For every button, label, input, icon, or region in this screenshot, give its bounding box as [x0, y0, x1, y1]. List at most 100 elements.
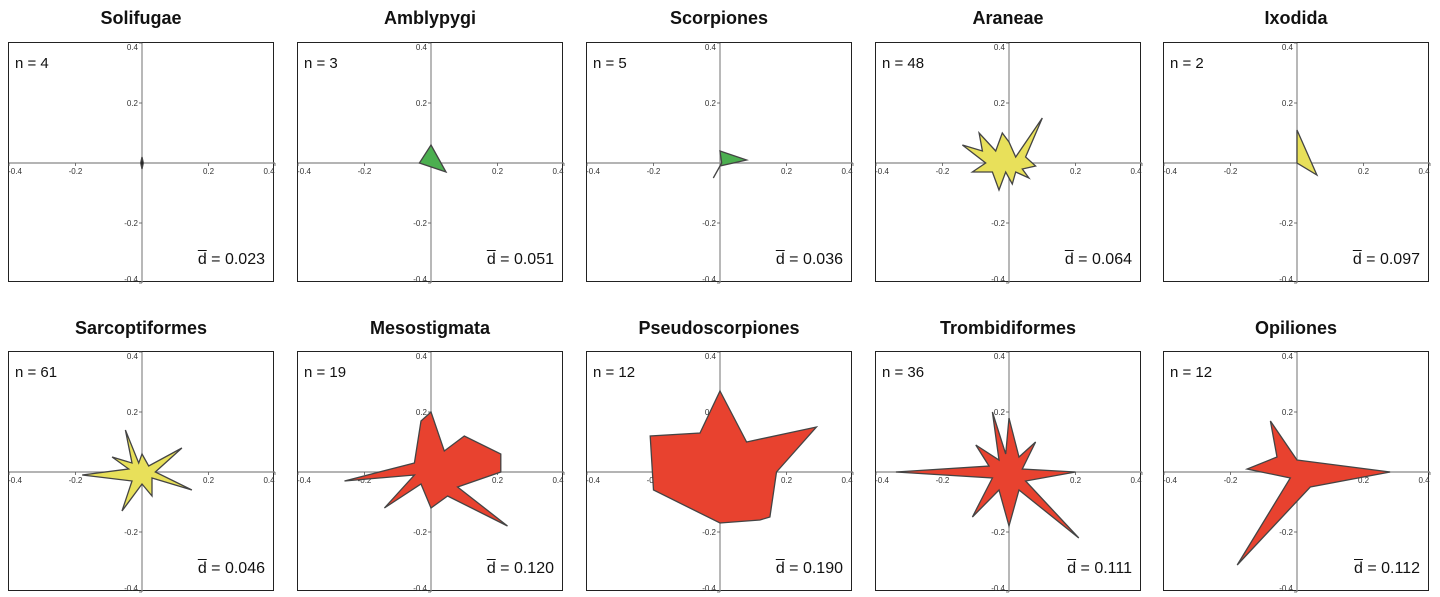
radar-panel: -0.4 -0.4 -0.2 -0.2 0.2 0.2 0.4 0.4 n = 4 d = 0.0… — [8, 42, 276, 284]
x-tick-label: -0.2 — [358, 167, 372, 176]
mean-distance-label: d = 0.111 — [1067, 560, 1132, 578]
radar-panel: -0.4 -0.4 -0.2 -0.2 0.2 0.2 0.4 0.4 n = 36 d = 0.… — [875, 351, 1143, 593]
radar-polygon — [82, 429, 193, 512]
y-tick-label: 0.2 — [416, 408, 428, 417]
radar-polygon — [1236, 420, 1391, 566]
y-tick-label: 0.4 — [994, 43, 1006, 52]
sample-size-label: n = 61 — [15, 364, 58, 381]
x-tick-label: 0.2 — [1070, 167, 1082, 176]
radar-polygon — [712, 150, 749, 179]
mean-distance-value: = 0.190 — [784, 560, 843, 577]
x-tick-label: -0.2 — [1224, 167, 1238, 176]
x-tick-label: 0.2 — [492, 167, 504, 176]
x-tick-label: -0.4 — [297, 476, 311, 485]
x-tick-label: 0.4 — [1130, 476, 1142, 485]
mean-distance-value: = 0.023 — [206, 251, 265, 268]
mean-distance-value: = 0.051 — [495, 251, 554, 268]
radar-polygon — [1296, 129, 1319, 177]
x-tick-label: -0.4 — [297, 167, 311, 176]
sample-size-label: n = 12 — [593, 364, 636, 381]
y-tick-label: -0.4 — [124, 584, 138, 593]
radar-panel: -0.4 -0.4 -0.2 -0.2 0.2 0.2 0.4 0.4 n = 19 d = 0.… — [297, 351, 565, 593]
y-tick-label: -0.2 — [991, 528, 1005, 537]
mean-distance-label: d = 0.064 — [1065, 251, 1132, 269]
d-bar-symbol: d — [197, 251, 207, 268]
x-tick-label: 0.4 — [263, 167, 275, 176]
radar-panel: -0.4 -0.4 -0.2 -0.2 0.2 0.2 0.4 0.4 n = 5 d = 0.0… — [586, 42, 854, 284]
y-tick-label: 0.4 — [127, 43, 139, 52]
y-tick-label: 0.4 — [416, 352, 428, 361]
x-tick-label: 0.2 — [203, 476, 215, 485]
sample-size-label: n = 12 — [1170, 364, 1213, 381]
radar-panel: -0.4 -0.4 -0.2 -0.2 0.2 0.2 0.4 0.4 n = 48 d = 0.… — [875, 42, 1143, 284]
x-tick-label: 0.2 — [203, 167, 215, 176]
radar-plot: -0.4 -0.4 -0.2 -0.2 0.2 0.2 0.4 0.4 — [586, 42, 854, 284]
x-tick-label: -0.4 — [586, 167, 600, 176]
mean-distance-value: = 0.120 — [495, 560, 554, 577]
x-tick-label: -0.4 — [8, 167, 22, 176]
y-tick-label: 0.4 — [994, 352, 1006, 361]
y-tick-label: 0.2 — [127, 99, 139, 108]
radar-plot: -0.4 -0.4 -0.2 -0.2 0.2 0.2 0.4 0.4 — [1163, 351, 1431, 593]
d-bar-symbol: d — [1064, 251, 1074, 268]
x-tick-label: 0.2 — [781, 476, 793, 485]
panel-title: Ixodida — [1264, 8, 1328, 28]
x-tick-label: 0.2 — [1358, 167, 1370, 176]
y-tick-label: -0.4 — [991, 584, 1005, 593]
x-tick-label: 0.2 — [781, 167, 793, 176]
radar-panel: -0.4 -0.4 -0.2 -0.2 0.2 0.2 0.4 0.4 n = 12 d = 0.… — [1163, 351, 1431, 593]
mean-distance-label: d = 0.023 — [198, 251, 265, 269]
radar-plot: -0.4 -0.4 -0.2 -0.2 0.2 0.2 0.4 0.4 — [1163, 42, 1431, 284]
y-tick-label: 0.4 — [1282, 352, 1294, 361]
y-tick-label: -0.2 — [413, 528, 427, 537]
sample-size-label: n = 19 — [304, 364, 347, 381]
mean-distance-label: d = 0.036 — [776, 251, 843, 269]
radar-plot: -0.4 -0.4 -0.2 -0.2 0.2 0.2 0.4 0.4 — [8, 351, 276, 593]
mean-distance-label: d = 0.120 — [487, 560, 554, 578]
radar-plot: -0.4 -0.4 -0.2 -0.2 0.2 0.2 0.4 0.4 — [875, 351, 1143, 593]
x-tick-label: 0.2 — [1070, 476, 1082, 485]
radar-plot: -0.4 -0.4 -0.2 -0.2 0.2 0.2 0.4 0.4 — [875, 42, 1143, 284]
x-tick-label: -0.4 — [8, 476, 22, 485]
y-tick-label: -0.2 — [1279, 528, 1293, 537]
mean-distance-value: = 0.046 — [206, 560, 265, 577]
y-tick-label: -0.4 — [1279, 275, 1293, 284]
y-tick-label: 0.2 — [994, 99, 1006, 108]
panel-title: Mesostigmata — [369, 318, 491, 338]
d-bar-symbol: d — [486, 251, 496, 268]
x-tick-label: 0.4 — [1418, 167, 1430, 176]
x-tick-label: -0.2 — [936, 476, 950, 485]
y-tick-label: 0.4 — [705, 352, 717, 361]
d-bar-symbol: d — [1067, 560, 1077, 577]
x-tick-label: 0.4 — [1130, 167, 1142, 176]
panel-title: Opiliones — [1254, 318, 1337, 338]
mean-distance-label: d = 0.190 — [776, 560, 843, 578]
y-tick-label: 0.2 — [994, 408, 1006, 417]
x-tick-label: 0.4 — [1418, 476, 1430, 485]
y-tick-label: -0.4 — [702, 584, 716, 593]
x-tick-label: -0.4 — [1163, 167, 1177, 176]
d-bar-symbol: d — [486, 560, 496, 577]
x-tick-label: 0.4 — [552, 476, 564, 485]
y-tick-label: 0.4 — [127, 352, 139, 361]
y-tick-label: 0.2 — [1282, 99, 1294, 108]
x-tick-label: -0.2 — [69, 476, 83, 485]
panel-title: Amblypygi — [383, 8, 476, 28]
x-tick-label: -0.4 — [1163, 476, 1177, 485]
x-tick-label: -0.4 — [875, 476, 889, 485]
y-tick-label: -0.2 — [413, 219, 427, 228]
y-tick-label: -0.2 — [702, 219, 716, 228]
y-tick-label: -0.2 — [702, 528, 716, 537]
mean-distance-value: = 0.097 — [1361, 251, 1420, 268]
radar-polygon — [418, 143, 448, 174]
y-tick-label: -0.2 — [991, 219, 1005, 228]
sample-size-label: n = 48 — [882, 55, 925, 72]
y-tick-label: 0.2 — [416, 99, 428, 108]
x-tick-label: 0.2 — [1358, 476, 1370, 485]
mean-distance-label: d = 0.046 — [198, 560, 265, 578]
x-tick-label: -0.2 — [647, 167, 661, 176]
y-tick-label: -0.4 — [413, 275, 427, 284]
sample-size-label: n = 3 — [304, 55, 338, 72]
x-tick-label: 0.4 — [841, 476, 853, 485]
